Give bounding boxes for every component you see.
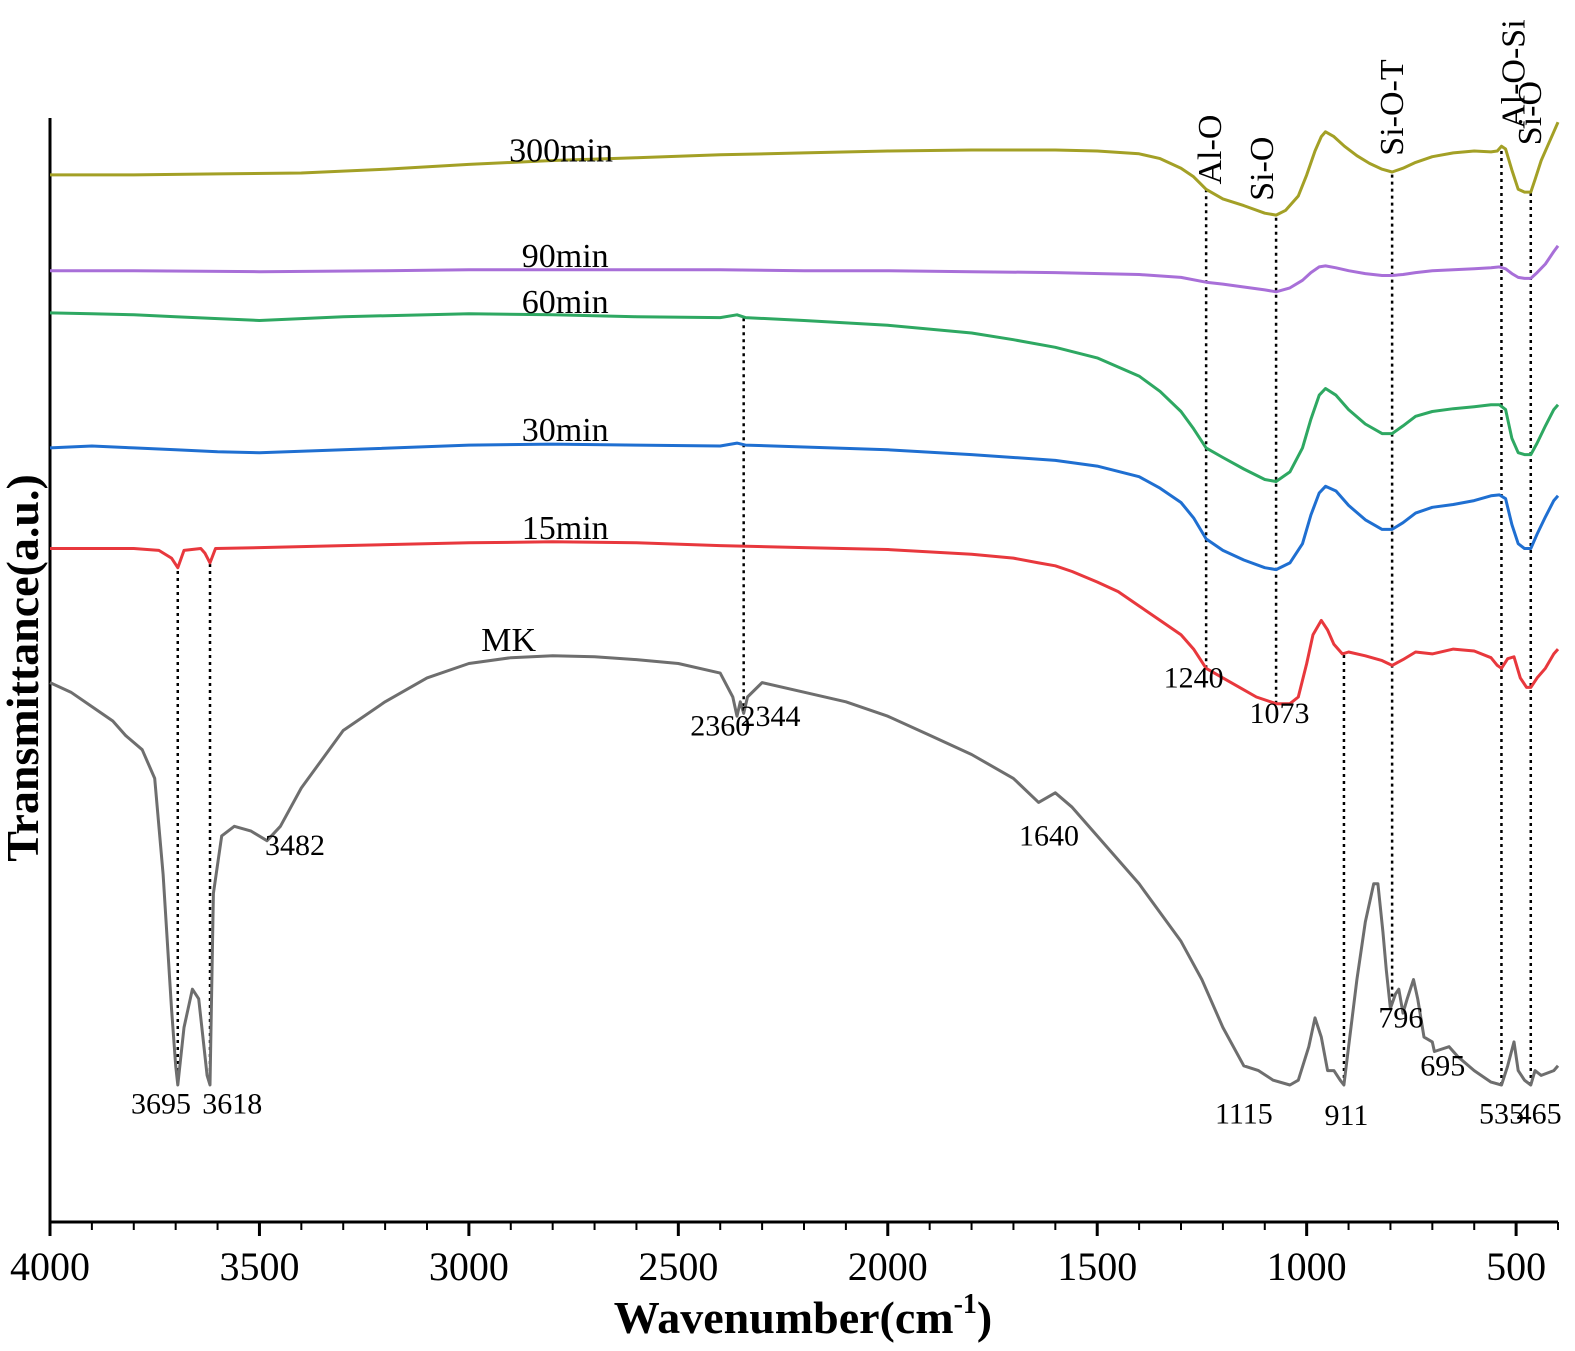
series-line-300min bbox=[50, 121, 1560, 217]
peak-label: 1640 bbox=[1019, 820, 1079, 853]
x-axis-title-superscript: -1 bbox=[954, 1289, 977, 1320]
x-tick-label: 2500 bbox=[638, 1244, 718, 1289]
x-tick-label: 500 bbox=[1486, 1244, 1546, 1289]
band-label: Al-O bbox=[1192, 115, 1229, 185]
peak-label: 796 bbox=[1378, 1002, 1423, 1035]
x-tick-label: 3000 bbox=[429, 1244, 509, 1289]
x-axis: 4000 3500 3000 2500 2000 1500 1000 500 bbox=[10, 1222, 1559, 1289]
x-axis-title-text: Wavenumber(cm bbox=[614, 1292, 954, 1343]
peak-label: 535 bbox=[1479, 1097, 1524, 1130]
band-label: Si-O-T bbox=[1374, 59, 1411, 156]
series-line-90min bbox=[50, 244, 1560, 294]
x-axis-title: Wavenumber(cm-1) bbox=[614, 1289, 993, 1343]
series-label: 300min bbox=[509, 132, 613, 169]
peak-label: 3482 bbox=[265, 829, 325, 862]
series-line-MK bbox=[49, 654, 1560, 1087]
band-label: Si-O bbox=[1244, 137, 1281, 201]
peak-label: 2344 bbox=[740, 700, 800, 733]
series-labels: 300min 90min 60min 30min 15min MK bbox=[481, 132, 613, 659]
guide-lines bbox=[176, 146, 1533, 1085]
series-line-30min bbox=[49, 441, 1560, 572]
x-tick-label: 1500 bbox=[1057, 1244, 1137, 1289]
peak-label: 695 bbox=[1420, 1049, 1465, 1082]
x-tick-label: 2000 bbox=[848, 1244, 928, 1289]
series-label: MK bbox=[481, 622, 536, 659]
peak-label: 1073 bbox=[1249, 697, 1309, 730]
y-axis-title: Transmittance(a.u.) bbox=[0, 474, 48, 862]
peak-label: 911 bbox=[1325, 1099, 1369, 1132]
peak-label: 465 bbox=[1517, 1097, 1562, 1130]
series-label: 60min bbox=[522, 284, 609, 321]
x-tick-label: 1000 bbox=[1267, 1244, 1347, 1289]
x-tick-label: 4000 bbox=[10, 1244, 90, 1289]
series-lines bbox=[49, 121, 1560, 1087]
plot-frame bbox=[48, 118, 1558, 1224]
series-line-15min bbox=[50, 540, 1560, 706]
series-line-60min bbox=[49, 311, 1560, 483]
x-axis-title-close: ) bbox=[977, 1292, 992, 1343]
x-tick-label: 3500 bbox=[219, 1244, 299, 1289]
peak-label: 1115 bbox=[1215, 1097, 1273, 1130]
peak-label: 1240 bbox=[1164, 661, 1224, 694]
series-label: 30min bbox=[522, 412, 609, 449]
peak-label: 2360 bbox=[690, 709, 750, 742]
peak-label: 3695 bbox=[131, 1088, 191, 1121]
peak-label: 3618 bbox=[202, 1088, 262, 1121]
series-label: 15min bbox=[522, 510, 609, 547]
series-label: 90min bbox=[522, 238, 609, 275]
band-label: Si-O bbox=[1512, 81, 1549, 145]
band-label: Al-O-Si bbox=[1496, 19, 1533, 129]
